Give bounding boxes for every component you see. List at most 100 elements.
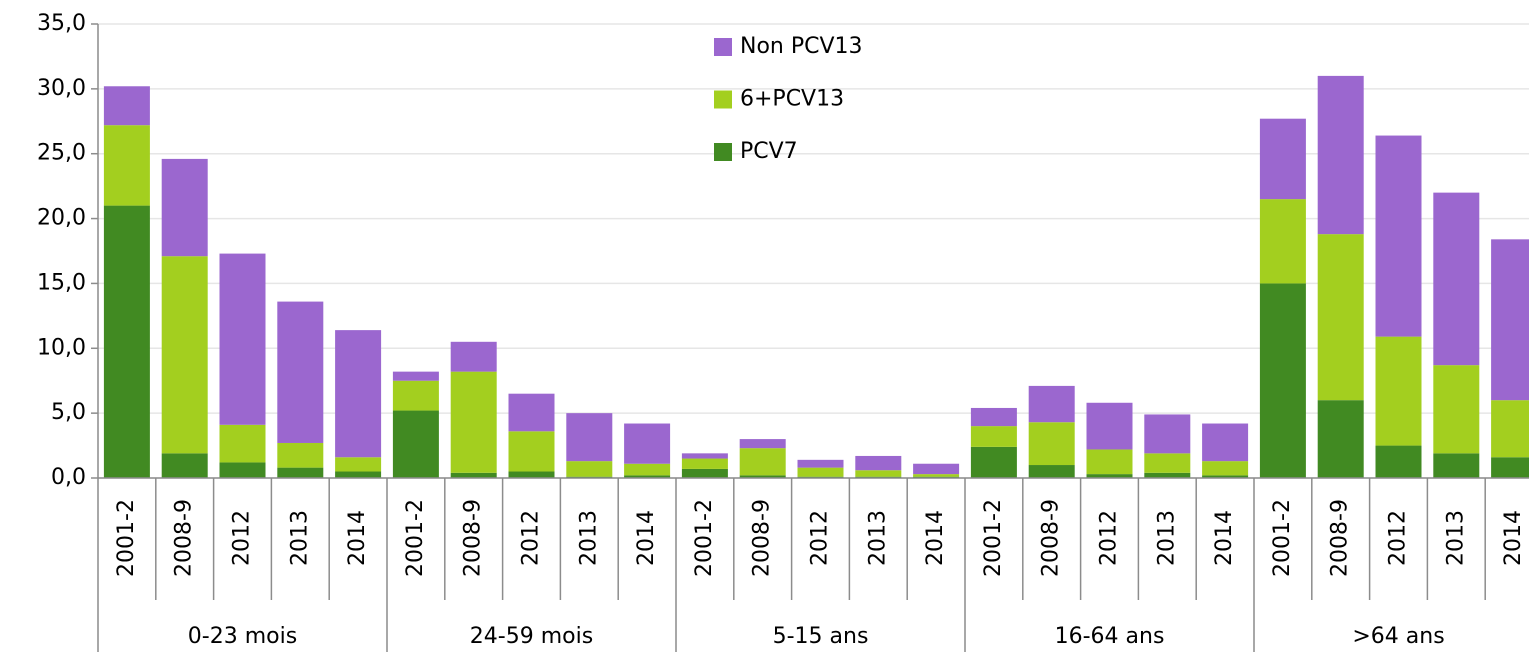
bar-segment [1375, 336, 1422, 446]
y-tick-label: 30,0 [37, 76, 86, 101]
bar-segment [1086, 474, 1133, 478]
bar-segment [277, 301, 324, 443]
bar-segment [855, 455, 902, 471]
bar-segment [450, 371, 497, 473]
bar-segment [797, 467, 844, 477]
x-tick-label: 2012 [230, 510, 255, 566]
x-tick-label: 2008-9 [1328, 499, 1353, 577]
bar-segment [277, 467, 324, 478]
bar-segment [508, 431, 555, 472]
bar-segment [855, 470, 902, 477]
group-label: 16-64 ans [1055, 624, 1165, 649]
bar-segment [1259, 283, 1306, 478]
bar-segment [1144, 453, 1191, 473]
bar-segment [566, 461, 613, 477]
x-tick-label: 2008-9 [1039, 499, 1064, 577]
x-tick-label: 2001-2 [981, 499, 1006, 577]
bar-segment [1028, 422, 1075, 466]
bar-segment [1433, 453, 1480, 478]
bar-segment [970, 407, 1017, 427]
y-tick-label: 25,0 [37, 141, 86, 166]
legend-label: Non PCV13 [740, 34, 863, 59]
bar-segment [335, 471, 382, 478]
bar-segment [219, 424, 266, 463]
bar-segment [508, 471, 555, 478]
x-tick-label: 2012 [1386, 510, 1411, 566]
x-tick-label: 2014 [1501, 510, 1526, 566]
y-tick-label: 15,0 [37, 270, 86, 295]
bar-segment [1491, 457, 1529, 478]
group-label: 5-15 ans [773, 624, 869, 649]
x-tick-label: 2008-9 [750, 499, 775, 577]
legend-swatch [714, 143, 732, 161]
bar-segment [1433, 192, 1480, 366]
bar-segment [161, 158, 208, 257]
legend-label: PCV7 [740, 139, 798, 164]
x-tick-label: 2013 [576, 510, 601, 566]
bar-segment [1433, 365, 1480, 454]
bar-segment [392, 371, 439, 381]
bar-segment [624, 463, 671, 476]
bar-segment [1491, 400, 1529, 458]
bar-segment [1144, 414, 1191, 454]
x-tick-label: 2001-2 [692, 499, 717, 577]
x-tick-label: 2014 [1212, 510, 1237, 566]
bar-segment [1259, 199, 1306, 284]
bar-segment [1375, 445, 1422, 478]
bar-segment [335, 330, 382, 458]
bar-segment [1202, 461, 1249, 476]
bar-segment [1202, 423, 1249, 462]
y-tick-label: 0,0 [51, 465, 86, 490]
x-tick-label: 2013 [865, 510, 890, 566]
bar-segment [681, 453, 728, 459]
bar-segment [566, 413, 613, 462]
bar-segment [392, 380, 439, 411]
bar-segment [970, 426, 1017, 447]
bar-segment [624, 475, 671, 478]
group-label: >64 ans [1352, 624, 1444, 649]
bar-segment [1028, 465, 1075, 478]
bar-segment [219, 462, 266, 478]
bar-segment [624, 423, 671, 464]
bar-segment [970, 446, 1017, 478]
bar-segment [1086, 449, 1133, 475]
legend-swatch [714, 38, 732, 56]
bar-segment [739, 448, 786, 476]
bar-segment [450, 341, 497, 372]
bar-segment [508, 393, 555, 432]
x-tick-label: 2013 [287, 510, 312, 566]
x-tick-label: 2001-2 [114, 499, 139, 577]
bar-segment [1317, 400, 1364, 478]
bar-segment [1086, 402, 1133, 450]
bar-segment [1317, 75, 1364, 235]
group-label: 0-23 mois [188, 624, 297, 649]
bar-segment [103, 125, 150, 206]
group-label: 24-59 mois [470, 624, 593, 649]
bar-segment [1144, 472, 1191, 478]
bar-segment [103, 205, 150, 478]
bar-segment [392, 410, 439, 478]
x-tick-label: 2013 [1443, 510, 1468, 566]
y-tick-label: 5,0 [51, 400, 86, 425]
y-tick-label: 20,0 [37, 206, 86, 231]
x-tick-label: 2008-9 [172, 499, 197, 577]
bar-segment [681, 458, 728, 469]
x-tick-label: 2014 [345, 510, 370, 566]
bar-segment [1259, 118, 1306, 200]
bar-segment [1375, 135, 1422, 337]
bar-segment [913, 463, 960, 475]
bar-segment [219, 253, 266, 425]
bar-segment [681, 468, 728, 478]
bar-segment [1317, 234, 1364, 401]
bar-segment [335, 457, 382, 472]
legend-label: 6+PCV13 [740, 87, 844, 112]
bar-segment [1028, 385, 1075, 423]
x-tick-label: 2012 [808, 510, 833, 566]
y-tick-label: 10,0 [37, 335, 86, 360]
bar-segment [1491, 239, 1529, 401]
x-tick-label: 2013 [1154, 510, 1179, 566]
x-tick-label: 2001-2 [403, 499, 428, 577]
y-tick-label: 35,0 [37, 11, 86, 36]
x-tick-label: 2001-2 [1270, 499, 1295, 577]
